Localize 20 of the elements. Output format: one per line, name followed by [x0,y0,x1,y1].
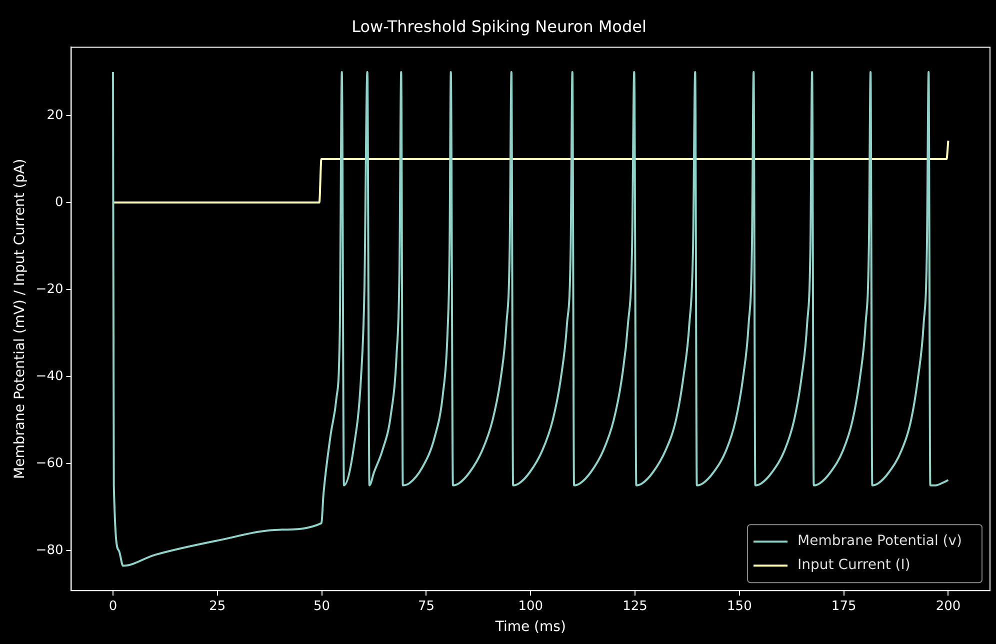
x-tick-label: 25 [209,598,226,614]
x-tick-label: 150 [727,598,752,614]
x-tick-label: 175 [831,598,856,614]
y-tick-label: 20 [46,108,64,123]
y-tick-label: −20 [36,282,64,297]
x-tick-label: 200 [936,598,961,614]
legend-label: Membrane Potential (v) [798,533,962,550]
y-tick-label: 0 [54,194,64,210]
y-axis-title: Membrane Potential (mV) / Input Current (pA) [12,158,28,479]
x-tick-label: 125 [622,598,648,614]
y-tick-label: −60 [36,456,64,471]
x-tick-label: 100 [518,598,544,614]
x-axis-title: Time (ms) [494,619,566,636]
x-tick-label: 75 [418,598,434,614]
chart-title: Low-Threshold Spiking Neuron Model [352,16,646,36]
y-tick-label: −80 [36,542,64,558]
x-tick-label: 50 [314,598,330,614]
x-tick-label: 0 [108,598,118,614]
legend-label: Input Current (I) [798,557,910,574]
y-tick-label: −40 [36,368,64,384]
